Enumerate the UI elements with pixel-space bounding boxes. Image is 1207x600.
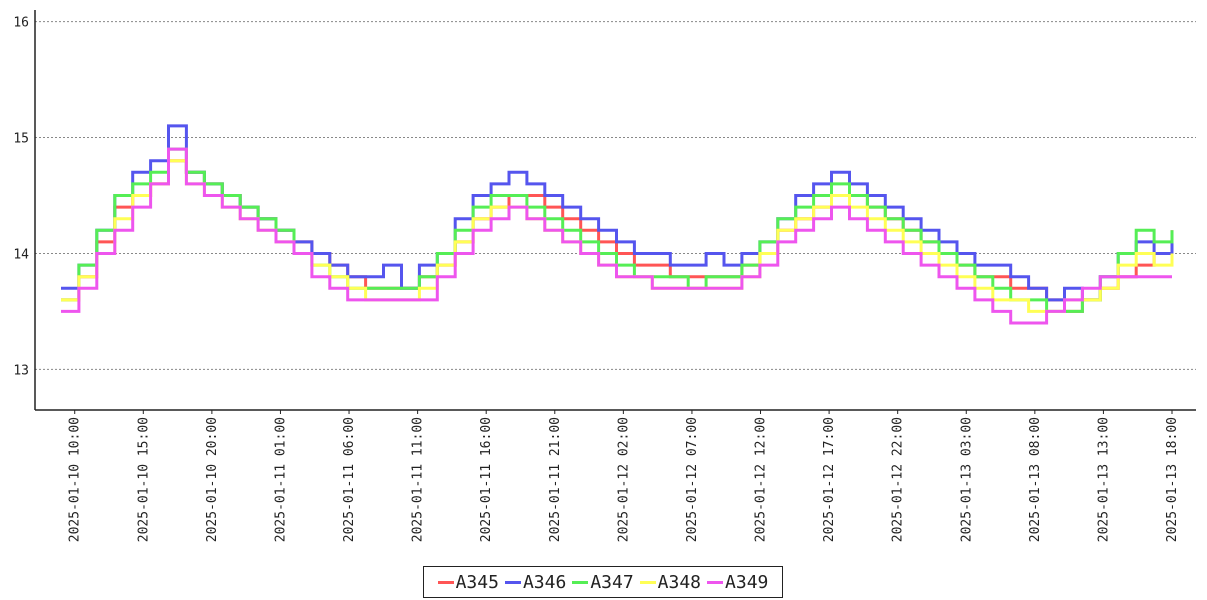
x-tick-label: 2025-01-12 07:00 (685, 417, 700, 542)
legend-label: A349 (725, 571, 769, 593)
axes (34, 10, 1196, 411)
series-line-a349 (61, 147, 1172, 325)
y-tick-label: 14 (13, 247, 29, 262)
x-tick-label: 2025-01-13 08:00 (1028, 417, 1043, 542)
y-tick-label: 16 (13, 16, 29, 31)
x-tick-label: 2025-01-11 11:00 (411, 417, 426, 542)
legend-swatch (504, 580, 521, 584)
x-tick-label: 2025-01-13 13:00 (1096, 417, 1111, 542)
legend-swatch (707, 580, 724, 584)
y-tick-labels: 13 14 15 16 (13, 16, 29, 379)
legend-swatch (639, 580, 656, 584)
legend-item-a348: A348 (639, 571, 702, 593)
x-tick-label: 2025-01-10 15:00 (136, 417, 151, 542)
y-tick-label: 13 (13, 363, 29, 378)
x-tick-label: 2025-01-10 20:00 (205, 417, 220, 542)
legend-item-a345: A345 (437, 571, 499, 593)
x-tick-label: 2025-01-13 18:00 (1165, 417, 1180, 542)
x-tick-label: 2025-01-11 01:00 (273, 417, 288, 542)
legend-swatch (572, 580, 589, 584)
legend-label: A345 (455, 571, 499, 593)
x-tick-label: 2025-01-12 22:00 (891, 417, 906, 542)
legend-swatch (437, 580, 454, 584)
series-line-a347 (61, 147, 1174, 313)
legend-label: A346 (522, 571, 567, 593)
x-tick-label: 2025-01-12 02:00 (616, 417, 631, 542)
legend-item-a346: A346 (504, 571, 567, 593)
series-lines (61, 124, 1174, 325)
x-tick-labels: 2025-01-10 10:00 2025-01-10 15:00 2025-01-… (68, 410, 1180, 542)
x-tick-label: 2025-01-12 17:00 (822, 417, 837, 542)
legend: A345 A346 A347 A348 A349 (423, 566, 783, 598)
x-tick-label: 2025-01-12 12:00 (754, 417, 769, 542)
legend-label: A347 (590, 571, 634, 593)
x-tick-label: 2025-01-11 06:00 (342, 417, 357, 542)
x-tick-label: 2025-01-13 03:00 (959, 417, 974, 542)
legend-label: A348 (657, 571, 702, 593)
legend-item-a349: A349 (707, 572, 768, 593)
x-tick-label: 2025-01-11 16:00 (479, 417, 494, 542)
y-tick-label: 15 (13, 132, 29, 147)
x-tick-label: 2025-01-10 10:00 (68, 417, 83, 542)
legend-item-a347: A347 (572, 571, 634, 593)
x-tick-label: 2025-01-11 21:00 (548, 417, 563, 542)
